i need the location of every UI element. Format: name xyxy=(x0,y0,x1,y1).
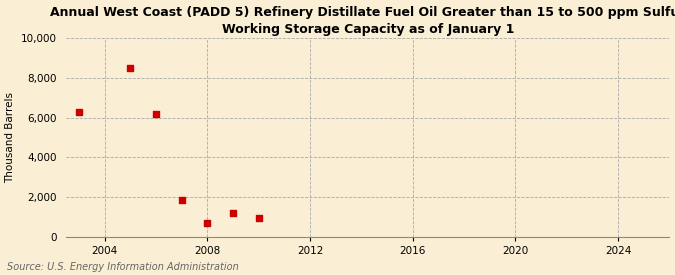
Y-axis label: Thousand Barrels: Thousand Barrels xyxy=(5,92,16,183)
Point xyxy=(125,66,136,70)
Point xyxy=(74,109,84,114)
Point xyxy=(253,216,264,220)
Text: Source: U.S. Energy Information Administration: Source: U.S. Energy Information Administ… xyxy=(7,262,238,272)
Title: Annual West Coast (PADD 5) Refinery Distillate Fuel Oil Greater than 15 to 500 p: Annual West Coast (PADD 5) Refinery Dist… xyxy=(50,6,675,35)
Point xyxy=(227,211,238,215)
Point xyxy=(202,221,213,225)
Point xyxy=(151,111,161,116)
Point xyxy=(176,198,187,202)
